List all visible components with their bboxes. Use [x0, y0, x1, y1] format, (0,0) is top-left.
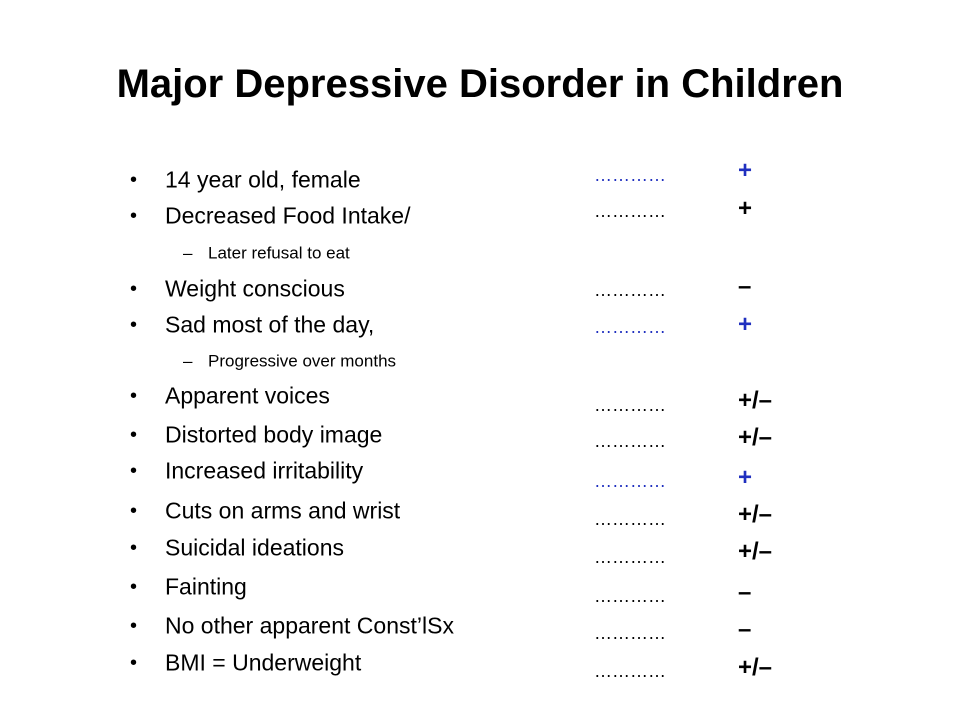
bullet-text: Decreased Food Intake/ — [165, 202, 411, 229]
sub-bullet-text: Later refusal to eat — [208, 243, 350, 263]
sign: – — [738, 616, 752, 643]
sign: + — [738, 195, 753, 222]
bullet-text: Cuts on arms and wrist — [165, 497, 401, 524]
leader-dots: ………… — [594, 201, 666, 221]
sign: +/– — [738, 424, 773, 451]
sign: +/– — [738, 501, 773, 528]
bullet: • — [130, 615, 138, 637]
sign: – — [738, 273, 752, 300]
leader-dots: ………… — [594, 586, 666, 606]
bullet-text: Fainting — [165, 573, 247, 600]
leader-dots: ………… — [594, 547, 666, 567]
leader-dots: ………… — [594, 317, 666, 337]
bullet: • — [130, 385, 138, 407]
bullet: • — [130, 652, 138, 674]
bullet-text: 14 year old, female — [165, 166, 361, 193]
leader-dots: ………… — [594, 509, 666, 529]
sub-dash: – — [183, 351, 193, 371]
sign: +/– — [738, 538, 773, 565]
sign: +/– — [738, 654, 773, 681]
bullet: • — [130, 537, 138, 559]
leader-dots: ………… — [594, 395, 666, 415]
leader-dots: ………… — [594, 431, 666, 451]
bullet-text: Increased irritability — [165, 457, 364, 484]
leader-dots: ………… — [594, 280, 666, 300]
bullet-text: Suicidal ideations — [165, 534, 345, 561]
bullet-text: Sad most of the day, — [165, 311, 375, 338]
bullet: • — [130, 278, 138, 300]
leader-dots: ………… — [594, 471, 666, 491]
sub-bullet-text: Progressive over months — [208, 351, 397, 371]
bullet: • — [130, 576, 138, 598]
sub-dash: – — [183, 243, 193, 263]
leader-dots: ………… — [594, 165, 666, 185]
bullet: • — [130, 500, 138, 522]
bullet: • — [130, 169, 138, 191]
sign: + — [738, 311, 753, 338]
bullet: • — [130, 424, 138, 446]
bullet: • — [130, 314, 138, 336]
slide-title: Major Depressive Disorder in Children — [116, 62, 844, 106]
bullet-text: No other apparent Const’lSx — [165, 612, 454, 639]
bullet-text: BMI = Underweight — [165, 649, 362, 676]
sign: + — [738, 464, 753, 491]
sign: +/– — [738, 387, 773, 414]
bullet: • — [130, 460, 138, 482]
sign: – — [738, 579, 752, 606]
leader-dots: ………… — [594, 661, 666, 681]
sign: + — [738, 157, 753, 184]
bullet: • — [130, 205, 138, 227]
bullet-text: Distorted body image — [165, 421, 383, 448]
leader-dots: ………… — [594, 623, 666, 643]
bullet-text: Apparent voices — [165, 382, 330, 409]
bullet-text: Weight conscious — [165, 275, 345, 302]
